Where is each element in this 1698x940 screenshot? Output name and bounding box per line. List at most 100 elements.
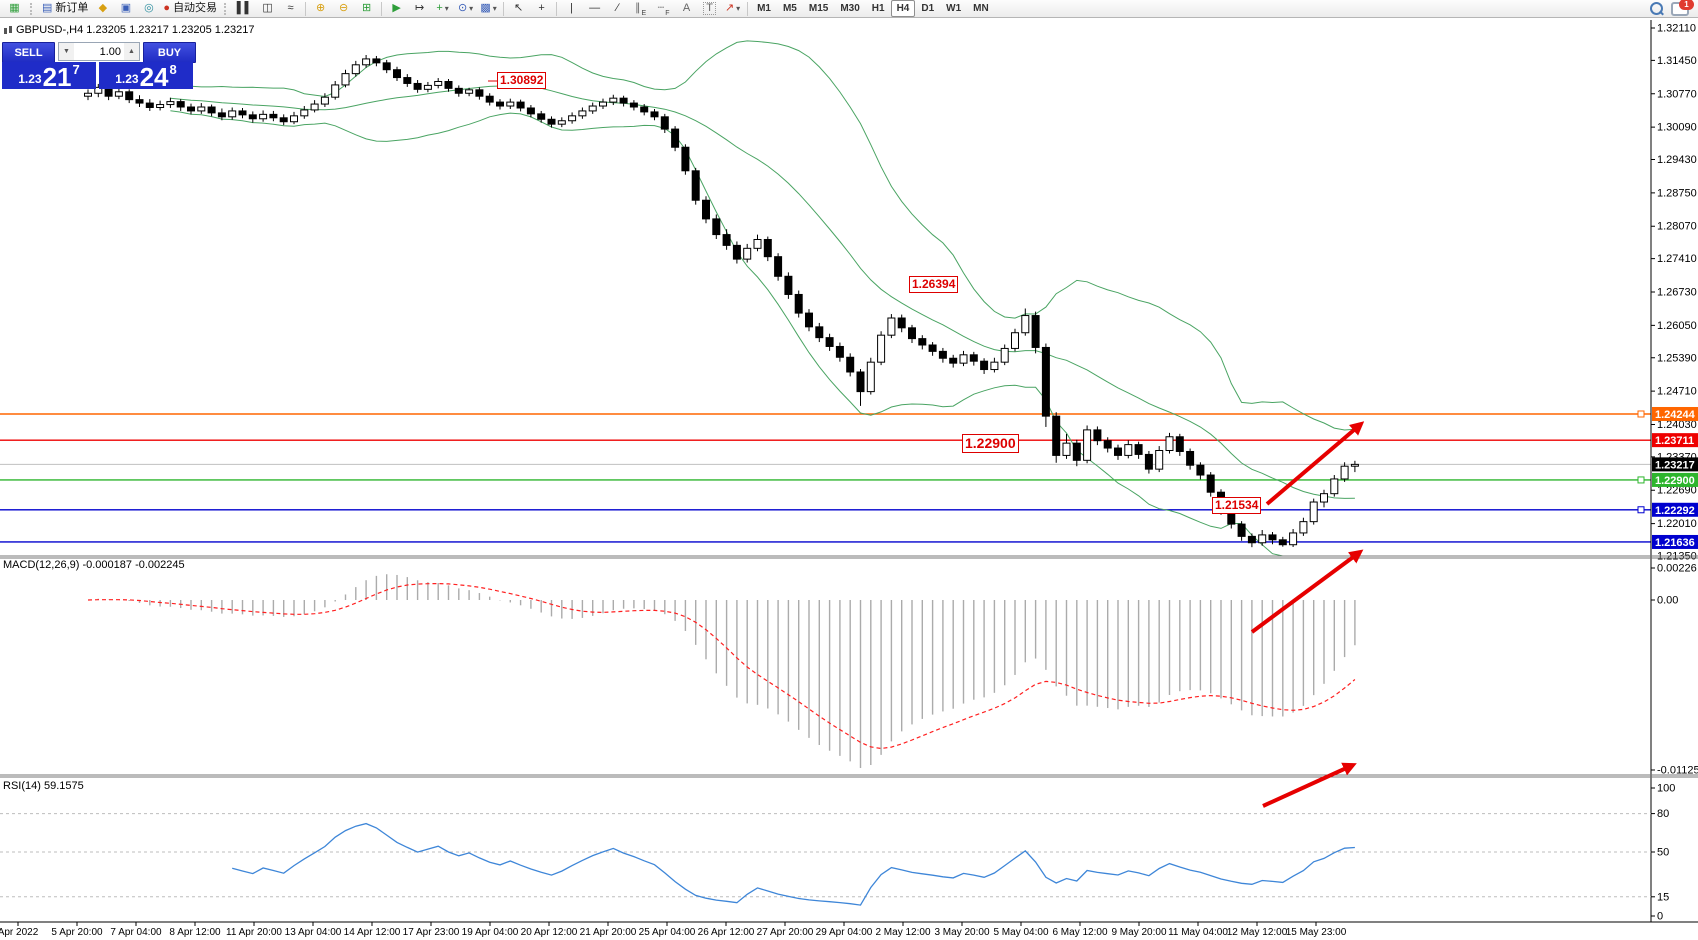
periods-button[interactable]: ⊙ ▾ — [454, 0, 477, 18]
candle-bearish — [722, 234, 731, 246]
new-order-button[interactable]: ▤ 新订单 — [39, 0, 91, 18]
candle-bearish — [1103, 440, 1112, 449]
cursor-button[interactable]: ↖ — [507, 0, 530, 18]
candle-bearish — [454, 87, 463, 94]
timeframe-button-w1[interactable]: W1 — [946, 3, 962, 14]
price-annotation-1.21534[interactable]: 1.21534 — [1212, 497, 1262, 514]
candle-bullish — [1083, 429, 1092, 461]
ask-quote[interactable]: 1.23 24 8 — [99, 62, 193, 90]
tile-windows-button[interactable]: ⊞ — [355, 0, 378, 18]
candle-bearish — [1196, 464, 1205, 476]
templates-button[interactable]: ▩ ▾ — [477, 0, 500, 18]
auto-scroll-button[interactable]: ▶ — [385, 0, 408, 18]
candle-bearish — [928, 344, 937, 352]
trend-arrow[interactable] — [1265, 421, 1365, 506]
fibonacci-icon: ┄ — [657, 2, 665, 14]
macd-indicator-label: MACD(12,26,9) -0.000187 -0.002245 — [3, 559, 185, 571]
notifications-icon[interactable]: 1 — [1671, 0, 1694, 16]
candle-bullish — [197, 106, 206, 112]
chart-canvas[interactable]: 1.32110 1.31450 1.30770 1.30090 1.29430 1.287… — [0, 18, 1698, 940]
autotrading-button[interactable]: ● 自动交易 — [160, 0, 220, 18]
notification-badge: 1 — [1679, 0, 1694, 10]
price-axis-tick-label: 1.27410 — [1657, 253, 1697, 265]
timeframe-button-m30[interactable]: M30 — [840, 3, 860, 14]
timeframe-button-d1[interactable]: D1 — [921, 3, 935, 14]
template-icon: ▩ — [480, 2, 491, 14]
trendline-button[interactable]: ∕ — [606, 0, 629, 18]
sell-button[interactable]: SELL — [2, 42, 55, 63]
candle-bearish — [279, 117, 288, 123]
timeframe-button-mn[interactable]: MN — [973, 3, 989, 14]
timeframe-button-h4[interactable]: H4 — [890, 0, 916, 17]
signals-button[interactable]: ◎ — [137, 0, 160, 18]
price-axis-tick-label: 1.24030 — [1657, 419, 1697, 431]
volume-input[interactable] — [74, 43, 124, 60]
trend-arrow[interactable] — [1250, 549, 1364, 634]
fibonacci-button[interactable]: ┄ F — [652, 0, 675, 18]
candle-bullish — [341, 73, 350, 86]
volume-increase-button[interactable]: ▲ — [124, 43, 139, 60]
price-axis-tick-label: 1.24710 — [1657, 386, 1697, 398]
candle-bearish — [403, 77, 412, 84]
buy-button[interactable]: BUY — [143, 42, 196, 63]
channel-button[interactable]: ∥ E — [629, 0, 652, 18]
candle-bullish — [331, 84, 340, 98]
candle-bullish — [506, 101, 515, 107]
vertical-line-button[interactable]: | — [560, 0, 583, 18]
zoom-in-button[interactable]: ⊕ — [309, 0, 332, 18]
add-indicator-button[interactable]: + ▾ — [431, 0, 454, 18]
eraser-button[interactable]: ◆ — [91, 0, 114, 18]
level-handle-1.24244[interactable] — [1637, 410, 1645, 418]
rsi-panel: 100 80 50 15 0 — [0, 783, 1675, 923]
toolbar-grip[interactable] — [224, 2, 229, 15]
timeframe-button-m5[interactable]: M5 — [782, 3, 797, 14]
toolbar-grip[interactable] — [30, 2, 35, 15]
volume-decrease-button[interactable]: ▼ — [59, 43, 74, 60]
bid-quote[interactable]: 1.23 21 7 — [2, 62, 96, 90]
price-annotation-1.30892[interactable]: 1.30892 — [497, 72, 547, 89]
arrows-icon: ↗ — [724, 2, 735, 14]
candle-bearish — [969, 354, 978, 362]
level-handle-1.22292[interactable] — [1637, 506, 1645, 514]
price-axis-tick-label: 1.28750 — [1657, 187, 1697, 199]
timeframe-button-m1[interactable]: M1 — [757, 3, 771, 14]
price-axis-tick-label: 1.29430 — [1657, 154, 1697, 166]
trend-arrow[interactable] — [1262, 762, 1357, 808]
zoom-out-button[interactable]: ⊖ — [332, 0, 355, 18]
arrows-button[interactable]: ↗ ▾ — [721, 0, 744, 18]
bollinger-bands — [170, 40, 1355, 557]
bar-chart-mode-button[interactable]: ▌▌ — [233, 0, 256, 18]
rsi-axis-label: 100 — [1657, 783, 1675, 795]
candle-bearish — [980, 360, 989, 371]
candle-bullish — [1165, 436, 1174, 451]
search-icon[interactable] — [1650, 2, 1663, 15]
crosshair-button[interactable]: + — [530, 0, 553, 18]
timeframe-button-h1[interactable]: H1 — [871, 3, 885, 14]
text-button[interactable]: A — [675, 0, 698, 18]
new-chart-button[interactable]: ▦ — [3, 0, 26, 18]
chart-shift-button[interactable]: ↦ — [408, 0, 431, 18]
time-axis[interactable]: Apr 2022 5 Apr 20:00 7 Apr 04:00 8 Apr 12:0… — [0, 921, 1698, 938]
bid-price-small: 1.23 — [18, 72, 42, 86]
autotrading-label: 自动交易 — [173, 2, 218, 14]
candle-bullish — [609, 97, 618, 103]
candle-bullish — [1124, 444, 1133, 456]
price-annotation-1.26394[interactable]: 1.26394 — [909, 276, 959, 293]
candle-bullish — [568, 115, 577, 122]
candle-bearish — [248, 114, 257, 120]
candlestick-mode-button[interactable]: ◫ — [256, 0, 279, 18]
timeframe-button-m15[interactable]: M15 — [808, 3, 829, 14]
profile-button[interactable]: ▣ — [114, 0, 137, 18]
level-handle-1.22900[interactable] — [1637, 476, 1645, 484]
candle-bearish — [856, 371, 865, 393]
toolbar-separator — [381, 1, 383, 16]
candle-bearish — [640, 106, 649, 113]
candle-bearish — [938, 350, 947, 359]
horizontal-line-button[interactable]: ― — [583, 0, 606, 18]
price-level-axis-label: 1.23217 — [1655, 459, 1695, 471]
line-mode-button[interactable]: ≈ — [279, 0, 302, 18]
text-label-button[interactable]: T — [698, 0, 721, 18]
candlestick-chart-icon: ◫ — [262, 2, 273, 14]
price-annotation-1.22900[interactable]: 1.22900 — [962, 434, 1019, 453]
autotrading-icon: ● — [163, 2, 171, 14]
